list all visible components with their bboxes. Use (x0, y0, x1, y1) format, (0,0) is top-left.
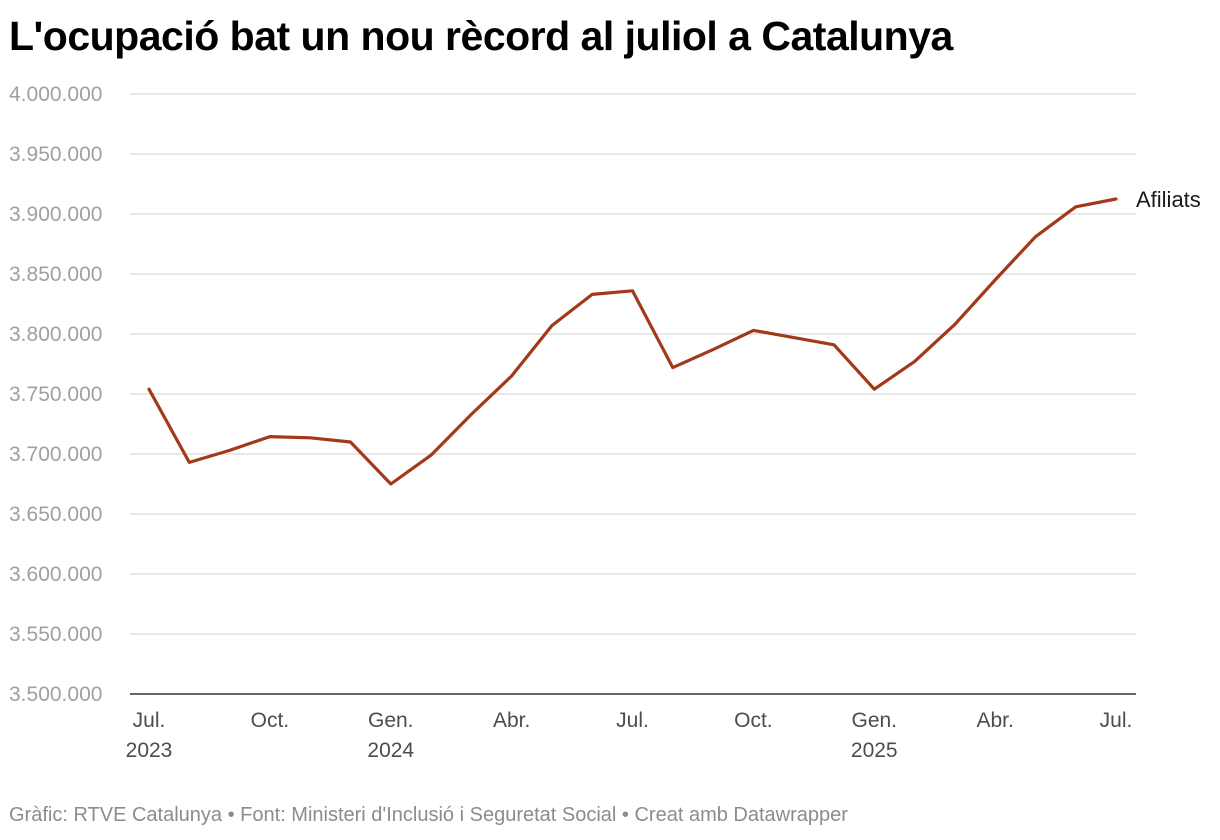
y-tick-label: 3.750.000 (9, 383, 102, 406)
chart-title: L'ocupació bat un nou rècord al juliol a… (9, 13, 953, 59)
x-tick-label: Gen. (368, 709, 414, 732)
series-line-afiliats (147, 197, 1118, 486)
series-label: Afiliats (1136, 187, 1201, 212)
y-tick-label: 3.900.000 (9, 203, 102, 226)
x-tick-label: Jul. (1100, 709, 1133, 732)
y-tick-label: 3.700.000 (9, 443, 102, 466)
y-tick-label: 3.950.000 (9, 143, 102, 166)
x-axis-ticks: Jul. 2023 Oct. Gen. 2024 Abr. Jul. Oct. Gen. 2025… (126, 709, 1133, 762)
y-tick-label: 3.800.000 (9, 323, 102, 346)
x-tick-year-label: 2024 (367, 739, 414, 762)
grid-lines (130, 93, 1136, 695)
x-tick-label: Oct. (251, 709, 290, 732)
y-tick-label: 3.850.000 (9, 263, 102, 286)
x-tick-year-label: 2023 (126, 739, 173, 762)
x-tick-label: Abr. (976, 709, 1013, 732)
chart-footer: Gràfic: RTVE Catalunya • Font: Ministeri… (9, 804, 848, 826)
series-layer: Afiliats (147, 187, 1201, 486)
line-chart: 3.500.000 3.550.000 3.600.000 3.650.000 3.70… (9, 83, 1201, 762)
x-tick-label: Abr. (493, 709, 530, 732)
x-tick-year-label: 2025 (851, 739, 898, 762)
y-axis-ticks: 3.500.000 3.550.000 3.600.000 3.650.000 3.70… (9, 83, 102, 706)
y-tick-label: 3.500.000 (9, 683, 102, 706)
x-tick-label: Jul. (616, 709, 649, 732)
y-tick-label: 4.000.000 (9, 83, 102, 106)
y-tick-label: 3.550.000 (9, 623, 102, 646)
y-tick-label: 3.600.000 (9, 563, 102, 586)
x-tick-label: Jul. (133, 709, 166, 732)
x-tick-label: Gen. (851, 709, 897, 732)
y-tick-label: 3.650.000 (9, 503, 102, 526)
x-tick-label: Oct. (734, 709, 773, 732)
